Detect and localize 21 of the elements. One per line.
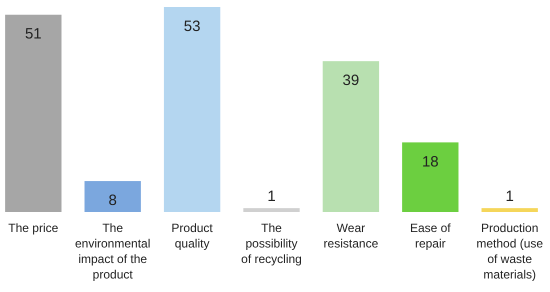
x-tick-label: The price (8, 221, 59, 235)
data-label: 18 (422, 153, 439, 170)
x-tick-label: Ease of repair (410, 221, 452, 250)
bar (5, 14, 62, 212)
bar (164, 7, 220, 212)
bar (84, 181, 141, 212)
data-label: 1 (506, 188, 514, 206)
data-label: 53 (184, 18, 200, 35)
x-tick-label: The possibility of recycling (241, 221, 302, 266)
data-label: 51 (24, 26, 42, 43)
x-tick-label: The environmental impact of the product (75, 221, 150, 282)
data-label: 8 (108, 192, 117, 210)
x-tick-label: Product quality (171, 221, 214, 250)
x-tick-label: Production method (use of waste materials) (476, 221, 544, 282)
bar (482, 208, 538, 212)
bar (402, 142, 458, 212)
x-tick-label: Wear resistance (324, 221, 379, 250)
data-label: 39 (342, 72, 360, 90)
bar (243, 208, 300, 212)
data-label: 1 (267, 188, 276, 206)
bar (322, 61, 380, 212)
